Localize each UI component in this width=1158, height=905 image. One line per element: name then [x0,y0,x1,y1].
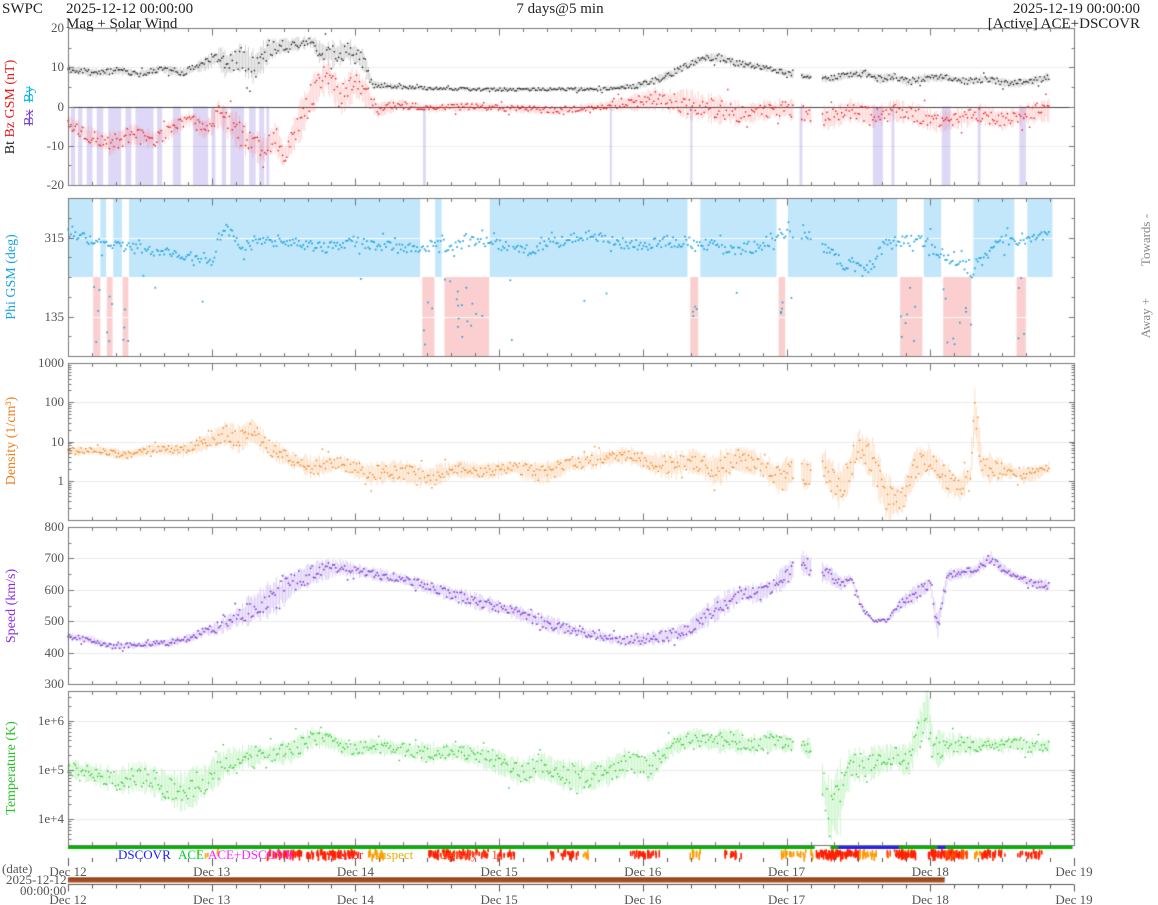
y-tick-label-density: 1 [57,472,65,488]
y-tick-label-mag: 20 [51,20,64,35]
y-tick-label-temp: 1e+5 [37,761,64,777]
phi-axis-title: Phi GSM (deg) [4,234,19,320]
y-tick-label-speed: 500 [44,613,65,629]
towards-sector-label: Towards - [1138,213,1153,267]
range-label: 7 days@5 min [516,1,604,17]
speed-axis-title: Speed (km/s) [4,568,19,644]
y-tick-label-mag: -10 [46,137,64,153]
date-label-row1: Dec 19 [1055,864,1093,879]
y-tick-label-density: 100 [44,394,65,410]
y-tick-label-speed: 300 [44,676,65,691]
origin-date: 2025-12-12 [6,872,67,887]
y-tick-label-phi: 135 [44,308,65,324]
end-datetime: 2025-12-19 00:00:00 [1012,1,1140,17]
y-tick-label-phi: 315 [44,229,65,245]
date-label-row1: Dec 14 [336,864,375,879]
date-label-row1: Dec 13 [193,864,231,879]
y-tick-label-speed: 400 [44,644,65,660]
y-tick-label-temp: 1e+4 [37,811,64,827]
bz-label: Bz GSM (nT) [3,59,18,138]
y-tick-label-temp: 1e+6 [37,712,64,728]
date-label-row2: Dec 19 [1055,892,1093,905]
y-tick-label-mag: 10 [51,59,64,75]
date-label-row1: Dec 17 [767,864,806,879]
date-label-row2: Dec 16 [624,892,662,905]
legend-item-error: error [338,847,364,862]
date-label-row2: Dec 12 [49,892,87,905]
origin-time: 00:00:00 [20,883,67,898]
date-label-row2: Dec 13 [193,892,231,905]
mag-axis-title: Bt Bz GSM (nT) [3,60,19,155]
legend-item-density-1: density < 1 [440,847,498,862]
y-tick-label-density: 1000 [38,355,64,370]
date-axis-label: (date) [2,861,33,876]
start-datetime: 2025-12-12 00:00:00 [66,1,194,17]
plot-title: Mag + Solar Wind [66,16,178,32]
date-label-row1: Dec 16 [624,864,662,879]
date-label-row1: Dec 15 [480,864,518,879]
legend-item-dscovr: DSCOVR [118,847,171,862]
date-label-row1: Dec 18 [911,864,949,879]
y-tick-label-speed: 800 [44,519,65,534]
legend-item-ace-dscovr: ACE+DSCOVR [208,847,295,862]
date-label-row1: Dec 12 [49,864,87,879]
legend-item-ace: ACE [178,847,204,862]
y-tick-label-speed: 700 [44,550,65,566]
away-sector-label: Away + [1138,297,1153,339]
y-tick-label-mag: 0 [57,98,65,114]
date-label-row2: Dec 17 [767,892,806,905]
date-label-row2: Dec 18 [911,892,949,905]
y-tick-label-density: 10 [51,433,64,449]
legend-item-suspect: suspect [375,847,414,862]
date-label-row2: Dec 15 [480,892,518,905]
date-label-row2: Dec 14 [336,892,375,905]
source-status-label: [Active] ACE+DSCOVR [987,16,1140,32]
y-tick-label-speed: 600 [44,581,65,597]
bt-label: Bt [3,137,18,155]
brand-label: SWPC [2,1,43,17]
y-tick-label-mag: -20 [46,177,64,192]
